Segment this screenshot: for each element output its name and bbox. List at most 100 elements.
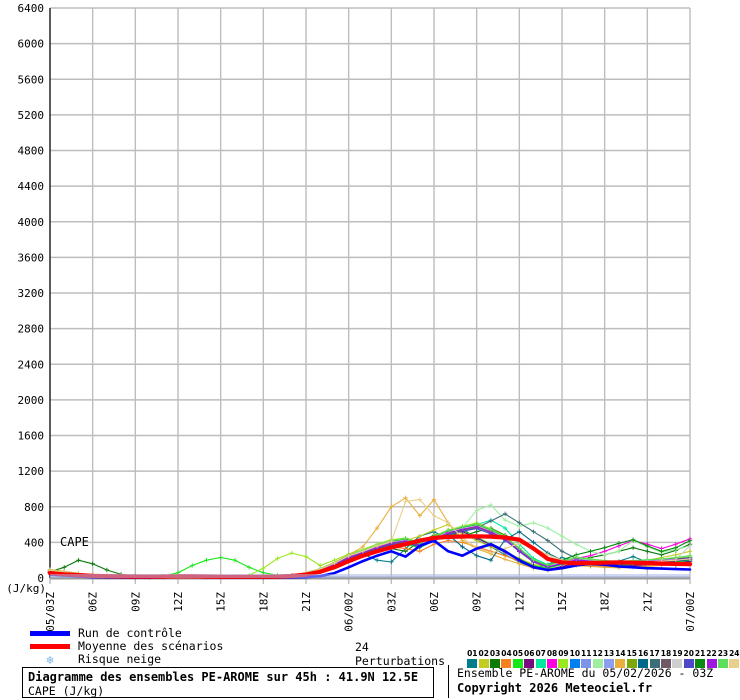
perturbation-color-swatch (672, 659, 683, 668)
ensemble-run-label: Ensemble PE-AROME du 05/02/2026 - 03Z (457, 666, 714, 680)
perturbation-color-swatch (501, 659, 512, 668)
series-marker (517, 561, 522, 566)
perturbation-color-swatch (467, 659, 478, 668)
series-marker (403, 499, 408, 504)
perturbation-legend-item: 06 (524, 650, 535, 668)
series-marker (588, 556, 593, 562)
perturbation-number: 09 (558, 649, 569, 658)
legend-item-control-run: Run de contrôle (30, 627, 270, 640)
perturbation-number: 20 (683, 649, 694, 658)
perturbation-legend-item: 24 (729, 650, 740, 668)
perturbation-number: 13 (603, 649, 615, 658)
mean-marker (574, 561, 579, 566)
series-marker (488, 557, 494, 563)
mean-marker (403, 542, 408, 546)
series-marker (204, 557, 209, 563)
x-axis-tick-label: 09Z (471, 592, 484, 612)
series-marker (687, 543, 693, 549)
legend-label-mean: Moyenne des scénarios (78, 639, 224, 653)
series-marker (417, 533, 422, 539)
chart-title-box: Diagramme des ensembles PE-AROME sur 45h… (22, 667, 434, 698)
perturbation-number: 16 (637, 649, 649, 658)
perturbation-legend-item: 01 (467, 650, 478, 668)
x-axis-tick-label: 12Z (172, 592, 185, 612)
perturbation-number: 07 (535, 649, 546, 658)
perturbation-color-swatch (626, 659, 637, 668)
perturbation-legend-item: 09 (558, 650, 569, 668)
mean-marker (346, 559, 351, 563)
x-axis-tick-label: 15Z (215, 592, 228, 612)
perturbation-number: 23 (717, 649, 729, 658)
series-marker (645, 543, 650, 549)
perturbation-color-swatch (649, 659, 660, 668)
y-axis-tick-label: 1200 (18, 465, 45, 478)
y-axis-unit-label: (J/kg) (6, 582, 46, 595)
x-axis-tick-label: 21Z (641, 592, 654, 612)
snowflake-icon: ❄ (46, 652, 54, 667)
mean-marker (361, 553, 365, 558)
series-marker (76, 557, 81, 563)
perturbation-color-swatch (558, 659, 569, 668)
series-marker (332, 561, 337, 566)
perturbation-number: 10 (569, 649, 581, 658)
series-marker (502, 517, 508, 523)
perturbation-number: 04 (501, 649, 512, 658)
perturbation-number: 01 (467, 649, 478, 658)
legend-item-mean: Moyenne des scénarios (30, 640, 270, 653)
x-axis-tick-label: 18Z (599, 592, 612, 612)
snow-risk-band (50, 574, 690, 578)
y-axis-tick-label: 4400 (18, 180, 45, 193)
series-marker (488, 502, 494, 508)
series-marker (474, 521, 479, 527)
series-marker (502, 525, 508, 531)
series-marker (374, 543, 380, 548)
series-marker (104, 567, 110, 573)
mean-marker (631, 560, 635, 565)
perturbation-legend-item: 12 (592, 650, 603, 668)
perturbation-number: 02 (478, 649, 489, 658)
series-marker (531, 520, 536, 525)
y-axis-tick-label: 400 (24, 536, 44, 549)
series-marker (545, 525, 550, 531)
y-axis-tick-label: 2000 (18, 394, 45, 407)
mean-marker (503, 535, 507, 540)
x-axis-tick-label: 05/03Z (44, 592, 57, 632)
perturbation-legend-item: 10 (569, 650, 580, 668)
series-marker (502, 511, 508, 517)
y-axis-tick-label: 1600 (18, 430, 45, 443)
mean-marker (517, 537, 522, 542)
series-marker (488, 518, 494, 524)
series-marker (574, 554, 579, 560)
mean-swatch (30, 644, 70, 649)
x-axis-tick-label: 03Z (385, 592, 398, 612)
series-marker (474, 508, 479, 513)
series-marker (190, 563, 195, 568)
series-marker (431, 513, 437, 518)
perturbation-number: 06 (524, 649, 535, 658)
perturbation-number: 22 (706, 649, 717, 658)
mean-marker (417, 538, 422, 543)
perturbation-number: 24 (729, 649, 740, 658)
perturbation-legend-item: 11 (581, 650, 592, 668)
series-marker (687, 556, 693, 562)
perturbation-color-swatch (581, 659, 592, 668)
mean-marker (474, 534, 479, 539)
perturbation-swatch-list: 01 02 03 04 05 06 07 08 09 10 11 12 13 14 15 16 17 18 19 20… (467, 650, 740, 668)
perturbations-count-label: 24 Perturbations (355, 640, 446, 668)
series-marker (417, 513, 422, 518)
perturbation-color-swatch (729, 659, 740, 668)
legend-item-snow-risk: ❄ Risque neige (30, 653, 270, 666)
perturbation-number: 15 (626, 649, 637, 658)
series-legend: Run de contrôle Moyenne des scénarios ❄ … (30, 627, 270, 666)
y-axis-tick-label: 3200 (18, 287, 45, 300)
y-axis-tick-label: 6000 (18, 38, 45, 51)
perturbation-color-swatch (615, 659, 626, 668)
perturbation-legend-item: 20 (683, 650, 694, 668)
perturbation-color-swatch (512, 659, 523, 668)
series-marker (502, 557, 508, 562)
perturbation-number: 18 (660, 649, 672, 658)
control-run-swatch (30, 631, 70, 636)
mean-marker (673, 562, 678, 566)
series-marker (360, 548, 366, 554)
